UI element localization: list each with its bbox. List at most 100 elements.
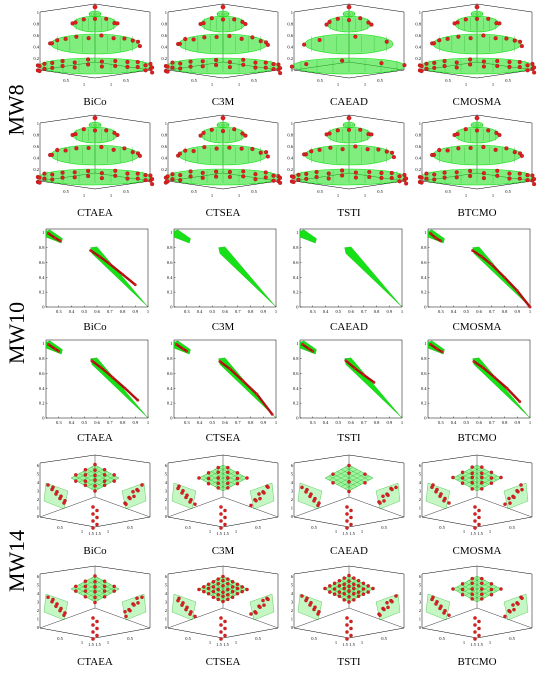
data-point <box>226 577 230 581</box>
subplot-mw10-ctaea: 1 0.8 0.6 0.4 0.2 0 0.3 0.4 0.5 0.6 0.7 0.8 0.9 1 CTAE… <box>36 338 154 448</box>
data-point <box>72 170 77 175</box>
data-point <box>206 586 211 591</box>
data-point <box>477 633 481 638</box>
data-point <box>46 595 50 599</box>
data-point <box>347 600 351 604</box>
data-point <box>419 69 424 74</box>
data-point <box>170 172 175 177</box>
data-point <box>130 38 135 43</box>
tick-label: 1 <box>361 529 363 534</box>
tick-label: 0.4 <box>287 45 293 50</box>
tick-label: 0.8 <box>39 245 45 250</box>
data-point <box>460 587 465 592</box>
tick-label: 1 <box>107 529 109 534</box>
tick-label: 2 <box>419 608 421 613</box>
data-point <box>532 177 537 182</box>
data-point <box>230 585 235 589</box>
data-point <box>50 65 55 70</box>
data-point <box>472 360 476 363</box>
data-point <box>480 255 483 258</box>
data-point <box>508 610 512 614</box>
data-point <box>99 171 104 176</box>
data-point <box>477 508 481 513</box>
tick-label: 1 <box>147 309 149 314</box>
tick-label: 0.6 <box>222 420 228 425</box>
tick-label: 0.8 <box>293 245 299 250</box>
data-point <box>530 173 535 178</box>
data-point <box>347 573 351 578</box>
data-point <box>471 249 475 252</box>
data-point <box>165 179 170 184</box>
data-point <box>369 22 374 27</box>
data-point <box>264 150 269 155</box>
data-point <box>57 349 61 353</box>
data-point <box>477 515 481 520</box>
tick-label: 0.5 <box>439 636 445 641</box>
data-point <box>86 57 91 62</box>
data-point <box>346 127 352 132</box>
data-point <box>308 494 312 499</box>
data-point <box>489 582 494 586</box>
data-point <box>50 177 55 182</box>
tick-label: 0.5 <box>335 309 341 314</box>
data-point <box>214 146 219 151</box>
data-point <box>311 349 315 353</box>
subplot-title: CTAEA <box>77 656 113 668</box>
data-point <box>197 587 201 592</box>
data-point <box>258 605 262 610</box>
tick-label: 1 <box>83 193 85 198</box>
data-point <box>394 594 398 598</box>
data-point <box>340 173 345 178</box>
tick-label: 0.8 <box>248 420 254 425</box>
plot-svg: 10.80.60.40.200.510.51 <box>33 114 155 198</box>
data-point <box>480 480 484 485</box>
data-point <box>271 178 276 183</box>
data-point <box>206 582 211 587</box>
data-point <box>266 597 270 602</box>
data-point <box>178 178 183 183</box>
data-point <box>382 499 386 503</box>
data-point <box>42 66 47 71</box>
data-point <box>352 586 356 591</box>
group-label-mw8: MW8 <box>0 80 34 140</box>
data-point <box>480 587 484 591</box>
data-point <box>226 597 230 602</box>
front-surface <box>503 593 529 621</box>
tick-label: 4 <box>419 591 422 596</box>
data-point <box>74 589 78 593</box>
tick-label: 0.2 <box>287 56 293 61</box>
tick-label: 1 <box>165 506 167 511</box>
data-point <box>93 478 97 482</box>
data-point <box>349 508 353 513</box>
data-point <box>402 172 407 178</box>
data-point <box>216 597 220 602</box>
data-point <box>83 579 88 583</box>
tick-label: 5 <box>419 472 422 477</box>
plot-svg: 6 5 4 3 2 1 0 0.5 1 1.5 1.5 1 0.5 <box>419 454 533 536</box>
tick-label: 1 <box>235 640 237 645</box>
subplot-mw10-cmosma: 1 0.8 0.6 0.4 0.2 0 0.3 0.4 0.5 0.6 0.7 0.8 0.9 1 CMOS… <box>418 227 536 337</box>
data-point <box>227 60 232 65</box>
axis-line <box>293 607 350 629</box>
tick-label: 0.4 <box>323 309 329 314</box>
data-point <box>121 272 124 276</box>
data-point <box>258 496 262 501</box>
tick-label: 0.5 <box>123 78 129 83</box>
data-point <box>331 481 335 485</box>
subplot-mw8-caead: 1 0.8 0.6 0.4 0.2 0 0.5 1 0.5 1 CAEAD <box>287 2 408 112</box>
data-point <box>486 128 491 133</box>
obtained-front <box>345 359 375 384</box>
tick-label: 1 <box>529 420 531 425</box>
tick-label: 0.2 <box>161 167 167 172</box>
tick-label: 1 <box>291 10 293 15</box>
data-point <box>518 400 522 404</box>
tick-label: 0 <box>291 625 294 630</box>
subplot-title: CTSEA <box>205 207 241 219</box>
data-point <box>50 60 55 65</box>
data-point <box>304 490 308 494</box>
tick-label: 5 <box>165 472 168 477</box>
data-point <box>389 175 394 181</box>
data-point <box>219 512 223 516</box>
tick-label: 1 <box>492 82 494 87</box>
